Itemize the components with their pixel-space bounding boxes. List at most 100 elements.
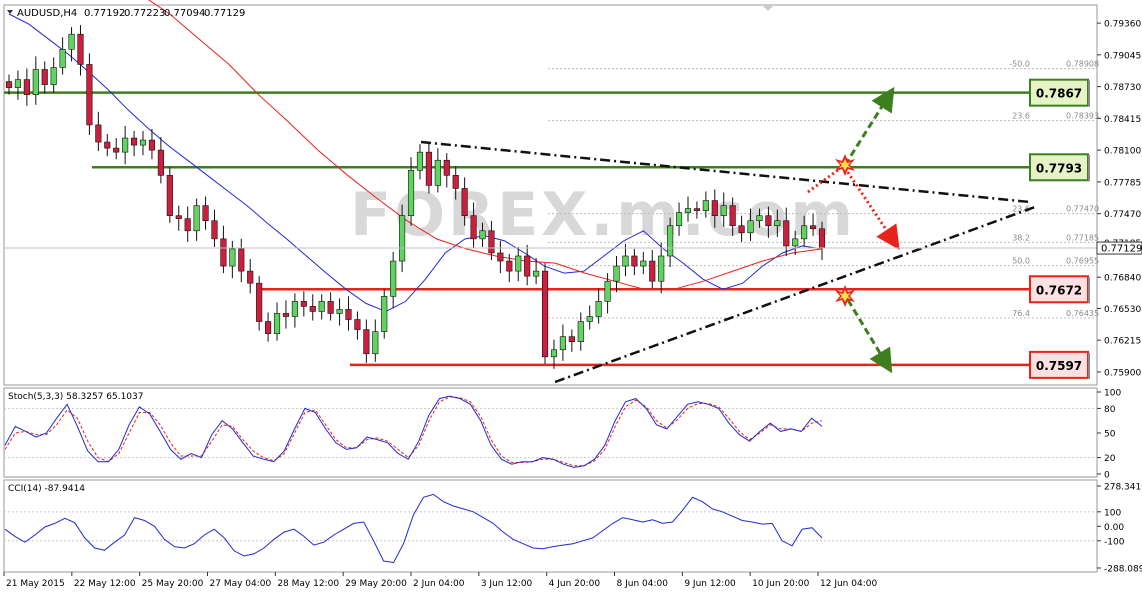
time-tick-label: 8 Jun 04:00 <box>617 579 669 589</box>
time-tick-label: 22 May 12:00 <box>74 579 136 589</box>
stoch-tick-label: 0 <box>1104 471 1110 481</box>
candle-body <box>425 151 432 186</box>
candle-body <box>148 139 156 151</box>
bullish-breakout-arrow <box>843 86 895 166</box>
candle-body <box>622 255 629 267</box>
fib-level-price: 0.76955 <box>1066 257 1099 266</box>
stoch-tick-label: 20 <box>1104 454 1116 464</box>
candle-body <box>506 260 513 272</box>
scroll-shift-marker[interactable] <box>762 5 774 11</box>
bearish-breakdown-arrow <box>846 299 893 374</box>
level-box-0.7793 <box>1029 153 1089 182</box>
candle-body <box>515 255 522 272</box>
candle-body <box>809 225 817 230</box>
ohlc-low: 0.77094 <box>164 8 205 19</box>
candle-body <box>247 270 254 284</box>
candle-body <box>59 49 66 68</box>
time-tick-label: 10 Jun 20:00 <box>752 579 809 589</box>
fib-level-price: 0.78393 <box>1066 112 1099 121</box>
candle-body <box>41 69 48 85</box>
candle-body <box>577 321 584 342</box>
price-tick-label: 0.79360 <box>1104 20 1141 30</box>
fib-level-ratio: 23.6 <box>1012 112 1030 121</box>
candle-body <box>166 175 173 216</box>
red-dotted-approach <box>807 168 839 194</box>
cci-tick-label: 0.00 <box>1104 523 1124 533</box>
fib-level-price: 0.76435 <box>1066 309 1099 318</box>
level-box-0.7867 <box>1029 78 1089 107</box>
candle-body <box>693 208 700 211</box>
candle-body <box>434 159 441 186</box>
time-tick-label: 29 May 20:00 <box>345 579 407 589</box>
candle-body <box>211 220 218 240</box>
level-labels: 0.7867 0.7793 0.7672 0.7597 <box>1029 78 1090 379</box>
level-box-0.7672 <box>1029 275 1089 304</box>
price-tick-label: 0.77470 <box>1104 210 1141 220</box>
moving-averages <box>8 0 823 312</box>
time-tick-label: 27 May 04:00 <box>210 579 272 589</box>
candle-body <box>667 225 674 257</box>
level-label-0.7793: 0.7793 <box>1036 161 1082 175</box>
candle-body <box>443 159 450 176</box>
cci-line <box>4 493 823 564</box>
candle-body <box>32 69 39 95</box>
candle-body <box>640 260 647 267</box>
candle-body <box>372 331 379 355</box>
candle-body <box>14 79 22 88</box>
price-tick-label: 0.78415 <box>1104 115 1141 125</box>
candle-body <box>595 301 602 317</box>
candle-body <box>327 301 334 314</box>
candle-body <box>541 270 549 358</box>
candle-body <box>86 64 93 126</box>
candle-body <box>586 316 593 322</box>
candle-body <box>613 265 620 282</box>
candle-body <box>193 205 200 232</box>
candle-body <box>157 149 164 176</box>
candle-body <box>720 205 727 216</box>
cci-tick-label: -100 <box>1104 537 1125 547</box>
ohlc-close: 0.77129 <box>204 8 245 19</box>
chart-header: AUDUSD,H4 0.77192 0.77223 0.77094 0.7712… <box>7 8 245 19</box>
level-label-0.7867: 0.7867 <box>1036 87 1082 101</box>
candle-body <box>738 225 745 234</box>
candle-body <box>139 139 147 146</box>
time-tick-label: 3 Jun 12:00 <box>481 579 533 589</box>
price-tick-label: 0.77785 <box>1104 178 1141 188</box>
candle-body <box>729 205 736 227</box>
main-pane-frame <box>3 4 1098 386</box>
candle-body <box>282 313 290 317</box>
candle-body <box>407 169 415 216</box>
price-tick-label: 0.79045 <box>1104 51 1141 61</box>
candle-body <box>23 79 30 95</box>
moving-average-blue <box>8 13 823 312</box>
candle-body <box>524 255 531 277</box>
price-tick-label: 0.76215 <box>1104 337 1141 347</box>
candle-body <box>300 301 307 307</box>
candle-body <box>497 252 504 262</box>
candle-body <box>131 137 138 146</box>
time-tick-label: 12 Jun 04:00 <box>820 579 877 589</box>
fib-level-ratio: 23.6 <box>1012 205 1030 214</box>
candle-body <box>238 248 245 272</box>
price-tick-label: 0.76840 <box>1104 274 1141 284</box>
candle-body <box>202 205 209 222</box>
burst-icon-upper <box>835 154 855 176</box>
candle-body <box>604 280 611 302</box>
triangle-trendlines <box>420 140 1036 384</box>
candle-body <box>452 175 459 189</box>
time-tick-label: 2 Jun 04:00 <box>413 579 465 589</box>
candle-body <box>77 33 84 65</box>
candle-body <box>550 349 558 358</box>
price-tick-label: 0.78730 <box>1104 83 1141 93</box>
fib-level-ratio: 38.2 <box>1012 233 1030 242</box>
level-label-0.7672: 0.7672 <box>1036 283 1082 297</box>
dropdown-triangle-icon[interactable] <box>7 10 13 14</box>
time-axis: 21 May 2015 22 May 12:00 25 May 20:00 27 Ma… <box>3 572 877 589</box>
burst-icon-lower <box>835 285 855 307</box>
candle-body <box>488 230 495 254</box>
ohlc-high: 0.77223 <box>124 8 165 19</box>
stoch-signal-line <box>4 396 823 467</box>
stoch-tick-label: 50 <box>1104 430 1116 440</box>
